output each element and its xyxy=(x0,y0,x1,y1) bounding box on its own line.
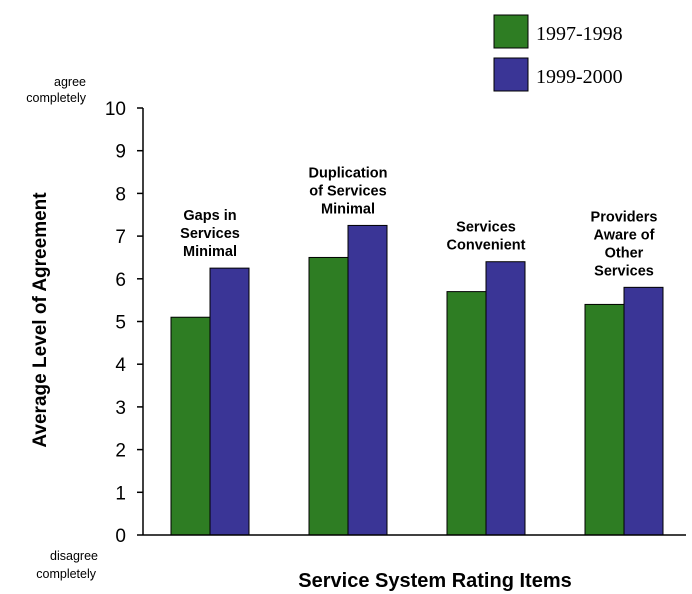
y-tick-label: 2 xyxy=(115,441,126,462)
legend-swatch-1997-1998 xyxy=(493,14,529,49)
bar-1997-1998-0 xyxy=(170,316,211,536)
y-tick-label: 10 xyxy=(105,99,126,120)
category-label-line: Services xyxy=(456,220,516,236)
category-label-line: Convenient xyxy=(447,238,526,254)
category-label-line: Gaps in xyxy=(183,208,236,224)
category-label-line: of Services xyxy=(309,183,386,199)
y-top-label-line-2: completely xyxy=(26,91,86,105)
y-axis-title: Average Level of Agreement xyxy=(30,192,51,448)
legend-label-1997-1998: 1997-1998 xyxy=(536,23,623,45)
y-axis-ticks: 0 1 2 3 4 5 6 7 8 9 10 xyxy=(105,99,143,547)
category-label-line: Aware of xyxy=(594,227,655,243)
bar-1997-1998-2 xyxy=(446,291,487,536)
y-tick-label: 5 xyxy=(115,313,126,334)
bar-1999-2000-2 xyxy=(485,261,526,536)
category-label-line: Duplication xyxy=(309,165,388,181)
category-label-line: Providers xyxy=(591,209,658,225)
y-tick-label: 3 xyxy=(115,398,126,419)
y-tick-label: 1 xyxy=(115,483,126,504)
category-label-line: Minimal xyxy=(321,201,375,217)
y-tick-label: 9 xyxy=(115,142,126,163)
y-tick-label: 4 xyxy=(115,355,126,376)
legend: 1997-1998 1999-2000 xyxy=(493,14,623,92)
y-tick-label: 8 xyxy=(115,184,126,205)
category-label-line: Minimal xyxy=(183,244,237,260)
y-bottom-label-line-1: disagree xyxy=(50,549,98,563)
y-tick-label: 6 xyxy=(115,270,126,291)
bar-1997-1998-3 xyxy=(584,303,625,536)
legend-swatch-1999-2000 xyxy=(493,57,529,92)
category-label-line: Other xyxy=(605,245,644,261)
y-tick-label: 0 xyxy=(115,526,126,547)
y-bottom-label-line-2: completely xyxy=(36,567,96,581)
bars xyxy=(170,224,664,536)
bar-1999-2000-0 xyxy=(209,267,250,536)
legend-label-1999-2000: 1999-2000 xyxy=(536,66,623,88)
category-labels: Gaps in Services Minimal Duplication of Serv… xyxy=(180,165,657,279)
bar-1997-1998-1 xyxy=(308,256,349,536)
x-axis-title: Service System Rating Items xyxy=(298,570,571,592)
bar-1999-2000-1 xyxy=(347,224,388,536)
y-top-label-line-1: agree xyxy=(54,75,86,89)
y-tick-label: 7 xyxy=(115,227,126,248)
category-label-line: Services xyxy=(180,226,240,242)
category-label-line: Services xyxy=(594,263,654,279)
bar-1999-2000-3 xyxy=(623,286,664,536)
